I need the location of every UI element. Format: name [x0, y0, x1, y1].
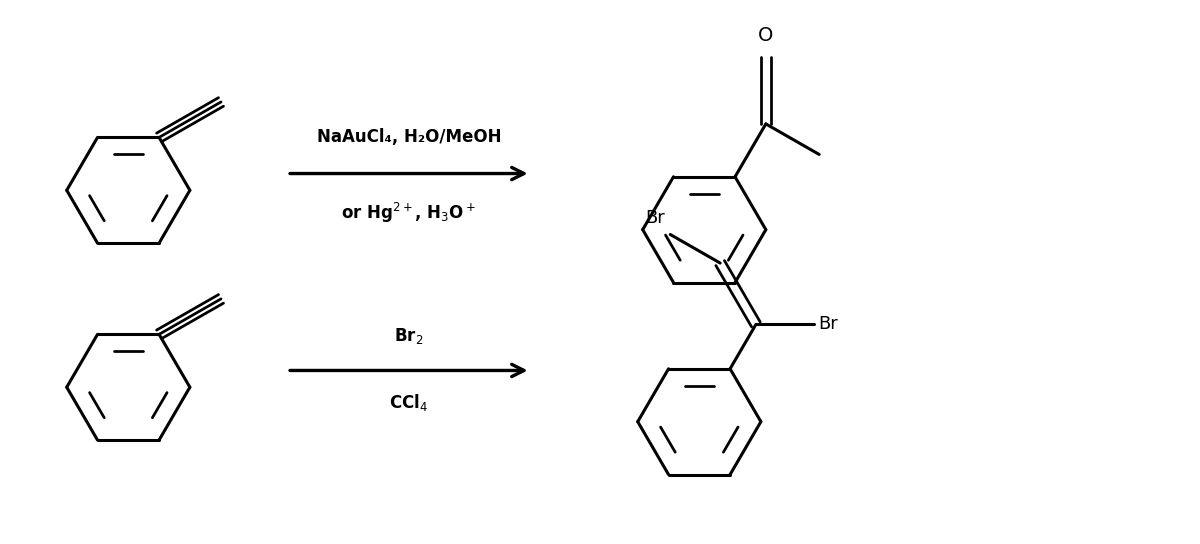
Text: Br: Br — [646, 209, 665, 227]
Text: NaAuCl₄, H₂O/MeOH: NaAuCl₄, H₂O/MeOH — [317, 128, 502, 146]
Text: or Hg$^{2+}$, H$_3$O$^+$: or Hg$^{2+}$, H$_3$O$^+$ — [342, 201, 476, 225]
Text: Br$_2$: Br$_2$ — [394, 326, 424, 346]
Text: O: O — [758, 26, 774, 45]
Text: Br: Br — [818, 316, 839, 333]
Text: CCl$_4$: CCl$_4$ — [389, 392, 428, 413]
